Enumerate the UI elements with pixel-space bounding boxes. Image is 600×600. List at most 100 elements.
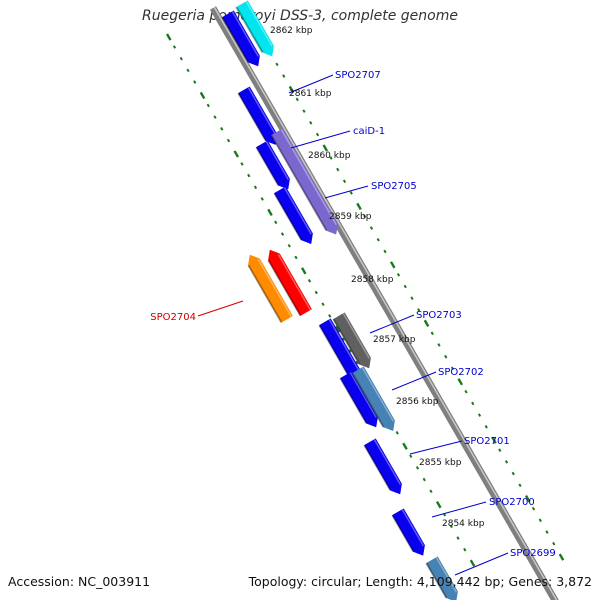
callout-caid-1[interactable]: caiD-1: [290, 126, 385, 149]
backbone-highlight: [213, 6, 558, 600]
ruler-tick: [348, 349, 352, 353]
ruler-tick: [464, 389, 468, 394]
gene-spo2707-slab[interactable]: [237, 86, 278, 145]
backbone-line: [209, 6, 559, 600]
callout-spo2703[interactable]: SPO2703: [369, 310, 462, 334]
gene-red-slab[interactable]: [267, 249, 312, 317]
accession-label: Accession: NC_003911: [8, 574, 151, 589]
ruler-tick: [329, 156, 333, 160]
gene-caid1-slab[interactable]: [270, 128, 338, 235]
gene-label[interactable]: SPO2707: [335, 70, 381, 81]
ruler-label-group: 2862 kbp 2861 kbp 2860 kbp 2859 kbp 2858 kbp…: [270, 26, 485, 529]
ruler-tick: [449, 524, 453, 529]
gene-label[interactable]: caiD-1: [353, 126, 385, 137]
ruler-tick: [429, 489, 433, 494]
gene-group: [221, 0, 458, 600]
backbone-group: [209, 6, 559, 600]
ruler-tick: [463, 547, 467, 552]
ruler-tick: [322, 144, 329, 152]
ruler-tick: [422, 477, 426, 482]
ruler-tick: [456, 536, 460, 540]
ruler-tick: [402, 442, 408, 450]
ruler-tick: [545, 530, 549, 534]
gene-spo2700-slab[interactable]: [391, 508, 425, 556]
ruler-tick: [342, 179, 347, 184]
callout-spo2702[interactable]: SPO2702: [391, 367, 484, 391]
ruler-tick: [417, 308, 421, 312]
ruler-tick: [314, 290, 318, 295]
gene-spo2705-slab[interactable]: [273, 186, 313, 245]
ruler-tick: [321, 302, 325, 306]
gene-label[interactable]: SPO2703: [416, 310, 462, 321]
gene-spo2703-slab[interactable]: [332, 312, 371, 369]
callout-spo2699[interactable]: SPO2699: [454, 548, 556, 576]
ruler-tick: [247, 173, 251, 178]
ruler-tick: [498, 448, 502, 452]
gene-spo2704-slab[interactable]: [247, 254, 293, 323]
ruler-tick: [165, 33, 172, 41]
ruler-tick: [302, 109, 306, 113]
ruler-group: [165, 27, 565, 567]
gene-spo2708-slab[interactable]: [221, 10, 260, 67]
ruler-tick: [294, 255, 298, 260]
ruler-label-2862: 2862 kbp: [270, 26, 313, 36]
gene-label[interactable]: SPO2699: [510, 548, 556, 559]
ruler-tick: [383, 249, 387, 254]
ruler-tick: [315, 132, 320, 137]
ruler-tick: [552, 541, 556, 546]
ruler-tick: [511, 471, 515, 476]
ruler-tick: [355, 360, 359, 365]
ruler-tick: [437, 343, 441, 347]
ruler-tick: [295, 97, 299, 102]
ruler-tick: [538, 518, 542, 523]
ruler-tick: [233, 150, 240, 158]
ruler-tick: [558, 553, 565, 561]
ruler-label-2860: 2860 kbp: [308, 151, 351, 161]
ruler-tick: [282, 74, 286, 78]
ruler-tick: [193, 80, 197, 84]
gene-spo2706-slab[interactable]: [255, 140, 290, 190]
ruler-tick: [267, 208, 273, 217]
callout-spo2707[interactable]: SPO2707: [288, 70, 381, 94]
callout-spo2705[interactable]: SPO2705: [324, 181, 417, 199]
gene-spo2702-slab[interactable]: [351, 366, 395, 431]
ruler-label-2859: 2859 kbp: [329, 212, 372, 222]
ruler-tick: [172, 45, 177, 49]
ruler-tick: [179, 56, 183, 61]
ruler-label-2855: 2855 kbp: [419, 458, 462, 468]
ruler-tick: [430, 331, 434, 336]
gene-cyan-slab[interactable]: [235, 0, 274, 57]
gene-label[interactable]: SPO2705: [371, 181, 417, 192]
gene-label[interactable]: SPO2702: [438, 367, 484, 378]
ruler-tick: [300, 267, 307, 275]
ruler-tick: [349, 191, 353, 195]
ruler-tick: [240, 162, 244, 166]
ruler-tick: [376, 237, 380, 242]
ruler-label-2861: 2861 kbp: [289, 89, 332, 99]
ruler-tick: [531, 506, 536, 511]
gene-label[interactable]: SPO2704: [150, 312, 196, 323]
left-ruler: [165, 33, 476, 567]
ruler-tick: [199, 91, 206, 100]
gene-label[interactable]: SPO2701: [464, 436, 510, 447]
ruler-label-2856: 2856 kbp: [396, 397, 439, 407]
ruler-tick: [403, 284, 407, 289]
callout-group: SPO2707 caiD-1 SPO2705 SPO2704 SPO2703 SPO270…: [150, 70, 556, 576]
gene-spo2699-slab[interactable]: [425, 556, 458, 600]
ruler-tick: [213, 115, 217, 119]
ruler-tick: [450, 366, 455, 371]
callout-spo2701[interactable]: SPO2701: [409, 436, 510, 455]
ruler-tick: [491, 436, 497, 444]
callout-spo2704[interactable]: SPO2704: [150, 300, 244, 323]
ruler-tick: [396, 273, 401, 277]
ruler-tick: [469, 559, 476, 567]
ruler-tick: [409, 454, 413, 458]
ruler-tick: [415, 466, 420, 470]
gene-label[interactable]: SPO2700: [489, 497, 535, 508]
ruler-tick: [524, 495, 531, 503]
ruler-tick: [457, 378, 464, 386]
ruler-tick: [334, 325, 341, 333]
callout-spo2700[interactable]: SPO2700: [431, 497, 535, 518]
gene-spo2701-slab[interactable]: [363, 438, 402, 495]
